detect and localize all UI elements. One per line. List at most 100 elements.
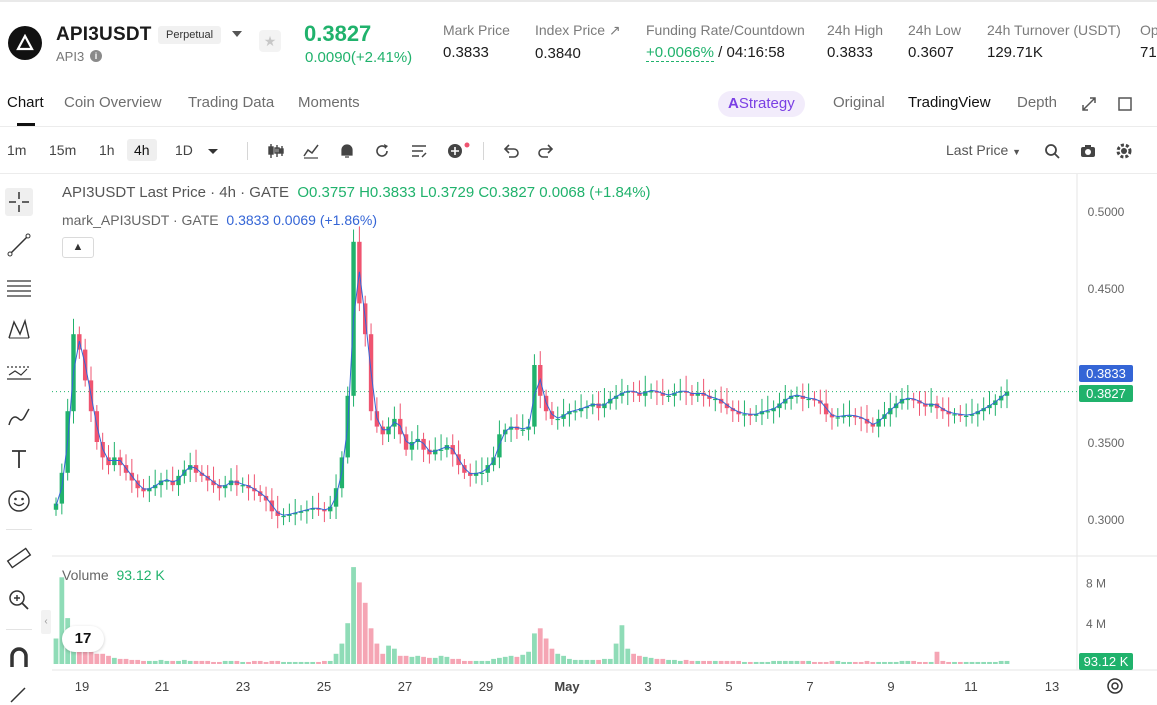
volume-bar (654, 658, 660, 664)
price-source-select[interactable]: Last Price ▼ (946, 142, 1021, 158)
candle-body (753, 414, 759, 416)
candle-body (701, 392, 706, 396)
emoji-icon[interactable] (5, 487, 33, 515)
settings-gear-icon[interactable] (1115, 142, 1133, 160)
magnet-icon[interactable] (5, 644, 33, 672)
volume-bar (263, 661, 269, 664)
volume-bar (911, 660, 917, 664)
expand-icon[interactable] (1080, 96, 1098, 114)
horizontal-lines-icon[interactable] (5, 274, 33, 302)
undo-icon[interactable] (502, 142, 520, 160)
timeframe-1m[interactable]: 1m (7, 142, 27, 158)
volume-bar (286, 661, 292, 664)
lock-drawing-icon[interactable] (5, 684, 33, 705)
favorite-star-icon[interactable]: ★ (259, 30, 281, 52)
candle-body (1004, 391, 1010, 396)
x-tick-label: 11 (964, 679, 978, 694)
chevron-down-icon[interactable] (232, 31, 242, 37)
volume-bar (316, 661, 321, 664)
stat-value: +0.0066% / 04:16:58 (646, 44, 805, 62)
candle-body (625, 391, 630, 393)
volume-bar (491, 658, 496, 664)
ai-icon: A (728, 95, 739, 112)
volume-bar (695, 660, 701, 664)
collapse-sidebar-icon[interactable]: ‹ (41, 610, 51, 634)
tab-chart[interactable]: Chart (7, 94, 44, 111)
stat-index-price[interactable]: Index Price ↗ 0.3840 (535, 22, 621, 62)
redo-icon[interactable] (537, 142, 555, 160)
mark-values: 0.3833 0.0069 (+1.86%) (226, 212, 378, 228)
strategy-button[interactable]: AStrategy (718, 91, 805, 117)
zoom-in-icon[interactable] (5, 586, 33, 614)
volume-bar (724, 660, 730, 664)
chart-legend-main: API3USDT Last Price · 4h · GATE O0.3757 … (62, 184, 651, 201)
x-tick-label: May (554, 679, 580, 694)
candle-body (438, 449, 444, 451)
volume-bar (281, 661, 286, 664)
candle-body (608, 398, 613, 404)
timeframe-dropdown-icon[interactable] (204, 142, 222, 160)
candle-body (526, 426, 531, 430)
volume-bar (164, 660, 170, 664)
stat-funding-rate[interactable]: Funding Rate/Countdown +0.0066% / 04:16:… (646, 22, 805, 62)
tab-coin-overview[interactable]: Coin Overview (64, 94, 162, 111)
indicators-icon[interactable] (302, 142, 320, 160)
candle-body (152, 485, 158, 489)
timeframe-4h[interactable]: 4h (127, 139, 157, 161)
camera-icon[interactable] (1079, 142, 1097, 160)
view-original[interactable]: Original (833, 94, 885, 111)
alert-bell-icon[interactable] (338, 142, 356, 160)
candle-type-icon[interactable] (267, 142, 285, 160)
sub-symbol: API3 (56, 49, 85, 64)
trend-line-icon[interactable] (5, 231, 33, 259)
prediction-icon[interactable] (5, 359, 33, 387)
stat-label: Mark Price (443, 22, 510, 38)
volume-bar (689, 660, 695, 664)
view-depth[interactable]: Depth (1017, 94, 1058, 111)
legend-collapse-button[interactable]: ▲ (62, 237, 94, 258)
volume-bar (765, 661, 771, 664)
volume-bar (677, 660, 683, 664)
volume-bar (940, 660, 946, 664)
text-icon[interactable] (5, 445, 33, 473)
timeframe-1d[interactable]: 1D (175, 142, 193, 158)
info-icon[interactable]: i (90, 50, 102, 62)
timeframe-15m[interactable]: 15m (49, 142, 77, 158)
chart-settings-icon[interactable] (1105, 676, 1125, 696)
tradingview-logo[interactable]: 17 (62, 626, 104, 652)
timeframe-1h[interactable]: 1h (99, 142, 115, 158)
templates-icon[interactable] (410, 142, 428, 160)
volume-bar (730, 660, 736, 664)
volume-bar (421, 656, 426, 664)
candle-body (643, 391, 648, 396)
pattern-icon[interactable] (5, 316, 33, 344)
volume-bar (631, 653, 637, 664)
candle-body (940, 408, 946, 412)
symbol-name[interactable]: API3USDT (56, 24, 152, 45)
volume-bar (963, 661, 969, 664)
crosshair-icon[interactable] (5, 188, 33, 216)
view-tradingview[interactable]: TradingView (908, 94, 991, 111)
legend-title: API3USDT Last Price · 4h · GATE (62, 184, 290, 201)
candle-body (328, 506, 333, 512)
brush-icon[interactable] (5, 403, 33, 431)
price-chart[interactable]: 0.5000 0.4500 0.3500 0.3000 8 M 4 M 19 21 23 25 27… (52, 174, 1157, 705)
volume-bar (362, 602, 368, 664)
candle-body (917, 400, 922, 404)
volume-bar (759, 661, 765, 664)
candle-body (479, 472, 485, 474)
tab-trading-data[interactable]: Trading Data (188, 94, 275, 111)
volume-bar (812, 661, 817, 664)
volume-bar (934, 651, 940, 664)
add-plus-icon[interactable] (446, 142, 470, 160)
window-icon[interactable] (1116, 96, 1134, 114)
volume-bar (660, 658, 666, 664)
replay-icon[interactable] (373, 142, 391, 160)
search-icon[interactable] (1043, 142, 1061, 160)
divider (247, 142, 248, 160)
tab-moments[interactable]: Moments (298, 94, 360, 111)
candle-body (514, 426, 520, 430)
volume-bar (246, 661, 251, 664)
volume-bar (957, 661, 963, 664)
ruler-icon[interactable] (5, 544, 33, 572)
